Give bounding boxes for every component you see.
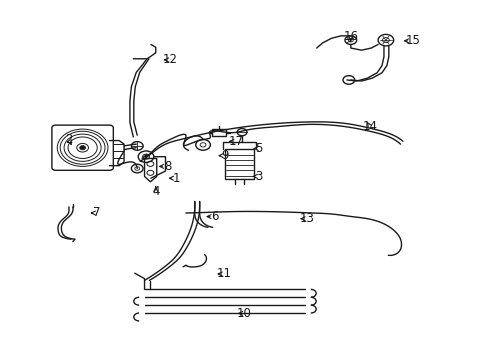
Text: 6: 6 (211, 210, 219, 223)
Text: 4: 4 (152, 185, 159, 198)
Text: 7: 7 (93, 207, 101, 220)
Text: 11: 11 (216, 267, 231, 280)
Bar (225, 149, 253, 179)
Text: 17: 17 (228, 135, 243, 148)
Text: 3: 3 (255, 170, 262, 183)
Bar (212, 129, 225, 136)
Text: 1: 1 (172, 172, 180, 185)
Text: 15: 15 (405, 34, 419, 48)
Text: 8: 8 (163, 160, 171, 173)
Text: 12: 12 (163, 53, 178, 66)
Text: 9: 9 (221, 149, 228, 162)
Text: 2: 2 (65, 133, 73, 146)
Text: 10: 10 (237, 307, 251, 320)
Circle shape (77, 143, 88, 152)
Circle shape (80, 145, 85, 150)
Text: 14: 14 (362, 121, 377, 134)
Text: 16: 16 (343, 30, 358, 43)
Text: 13: 13 (299, 212, 314, 225)
Text: 5: 5 (255, 142, 262, 155)
